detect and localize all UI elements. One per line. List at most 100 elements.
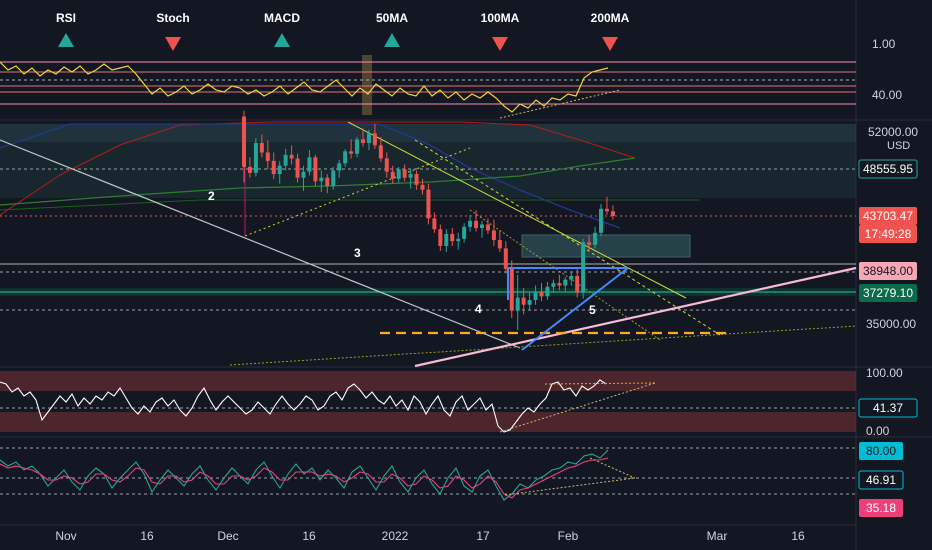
candle[interactable] [253,138,258,177]
candle[interactable] [480,220,484,238]
candle-body [378,145,383,159]
candle[interactable] [539,283,544,302]
candle[interactable] [438,224,443,251]
time-axis[interactable]: Nov 16 Dec 16 2022 17 Feb Mar 16 [55,529,805,543]
stoch-trend-line[interactable] [504,477,636,496]
chart-background [0,0,856,525]
candle[interactable] [515,274,520,330]
candle-body [593,232,598,245]
currency-label[interactable]: USD [887,140,910,152]
candle[interactable] [587,235,592,252]
candle[interactable] [456,232,461,250]
candle[interactable] [408,169,413,189]
candle[interactable] [444,229,449,252]
candle[interactable] [384,152,389,178]
channel-mid-line[interactable] [414,139,721,336]
candle[interactable] [545,281,550,300]
candle[interactable] [259,134,264,158]
candle[interactable] [593,226,598,249]
candle[interactable] [491,219,496,247]
candle[interactable] [361,128,365,147]
trend-line[interactable] [499,89,621,119]
candle[interactable] [426,183,431,225]
long-downtrend-line[interactable] [0,139,521,349]
top-oscillator-line [0,61,609,113]
candle[interactable] [610,205,615,220]
candle[interactable] [503,241,508,274]
candle-body [253,142,258,173]
stoch-value-labels: 80.00 46.91 35.18 [858,442,904,517]
candle[interactable] [313,154,318,187]
candle-body [462,226,467,239]
candle[interactable] [599,204,603,237]
candle-body [551,283,556,287]
target-box[interactable] [521,234,691,258]
candle[interactable] [349,139,354,159]
candle[interactable] [509,260,514,318]
stoch-pane[interactable] [0,447,856,501]
candle[interactable] [301,165,306,191]
candle[interactable] [527,292,532,311]
candle[interactable] [521,287,526,315]
candle[interactable] [533,285,538,305]
candle[interactable] [485,218,490,235]
candle-body [295,158,300,178]
candle-body [343,151,348,164]
candle[interactable] [563,277,568,292]
dotted-trend-line[interactable] [244,147,471,237]
candle[interactable] [307,150,312,176]
main-pane[interactable]: 2 3 4 5 [0,110,857,368]
candle[interactable] [575,268,580,298]
triangle-side-line[interactable] [521,267,629,351]
stoch-trend-line[interactable] [589,457,636,479]
candle[interactable] [468,214,473,232]
candle[interactable] [420,178,425,195]
candle[interactable] [319,170,324,193]
candle[interactable] [497,230,502,252]
candle[interactable] [247,157,252,178]
ma-dark-green [0,199,700,211]
indicator-arrow-up-icon [384,33,400,47]
indicator-label-macd: MACD [264,11,300,25]
candle[interactable] [277,160,282,184]
candle[interactable] [462,223,467,243]
time-axis-tick: 2022 [382,529,409,543]
candle[interactable] [414,170,419,190]
candle[interactable] [450,228,455,247]
candles-group[interactable] [242,110,615,330]
candle[interactable] [366,129,371,151]
price-label: 17:49:28 [865,227,912,241]
candle[interactable] [390,165,395,184]
rsi-trend-line[interactable] [499,382,656,433]
candle[interactable] [557,274,562,291]
candle[interactable] [289,145,294,165]
candle[interactable] [474,210,479,232]
candle-body [420,184,425,190]
candle[interactable] [242,110,246,183]
top-pane[interactable] [0,55,856,119]
price-label: 43703.47 [863,209,913,223]
candle[interactable] [402,164,407,182]
candle[interactable] [581,238,586,299]
candle[interactable] [325,174,330,194]
candle[interactable] [372,123,377,149]
candle[interactable] [337,159,342,178]
candle[interactable] [355,136,360,158]
candle[interactable] [396,166,401,183]
candle[interactable] [604,196,609,215]
candle[interactable] [295,153,300,183]
candle[interactable] [271,152,276,179]
candle[interactable] [265,140,270,170]
candle[interactable] [551,279,556,293]
rsi-pane[interactable] [0,371,856,433]
channel-top-line[interactable] [347,121,687,299]
dotted-support-line[interactable] [229,325,857,366]
candle[interactable] [283,148,288,171]
candle[interactable] [331,166,336,190]
candle[interactable] [432,212,437,233]
candle[interactable] [378,136,383,163]
candle[interactable] [569,271,574,286]
candle[interactable] [343,148,348,167]
uptrend-line[interactable] [414,266,857,368]
